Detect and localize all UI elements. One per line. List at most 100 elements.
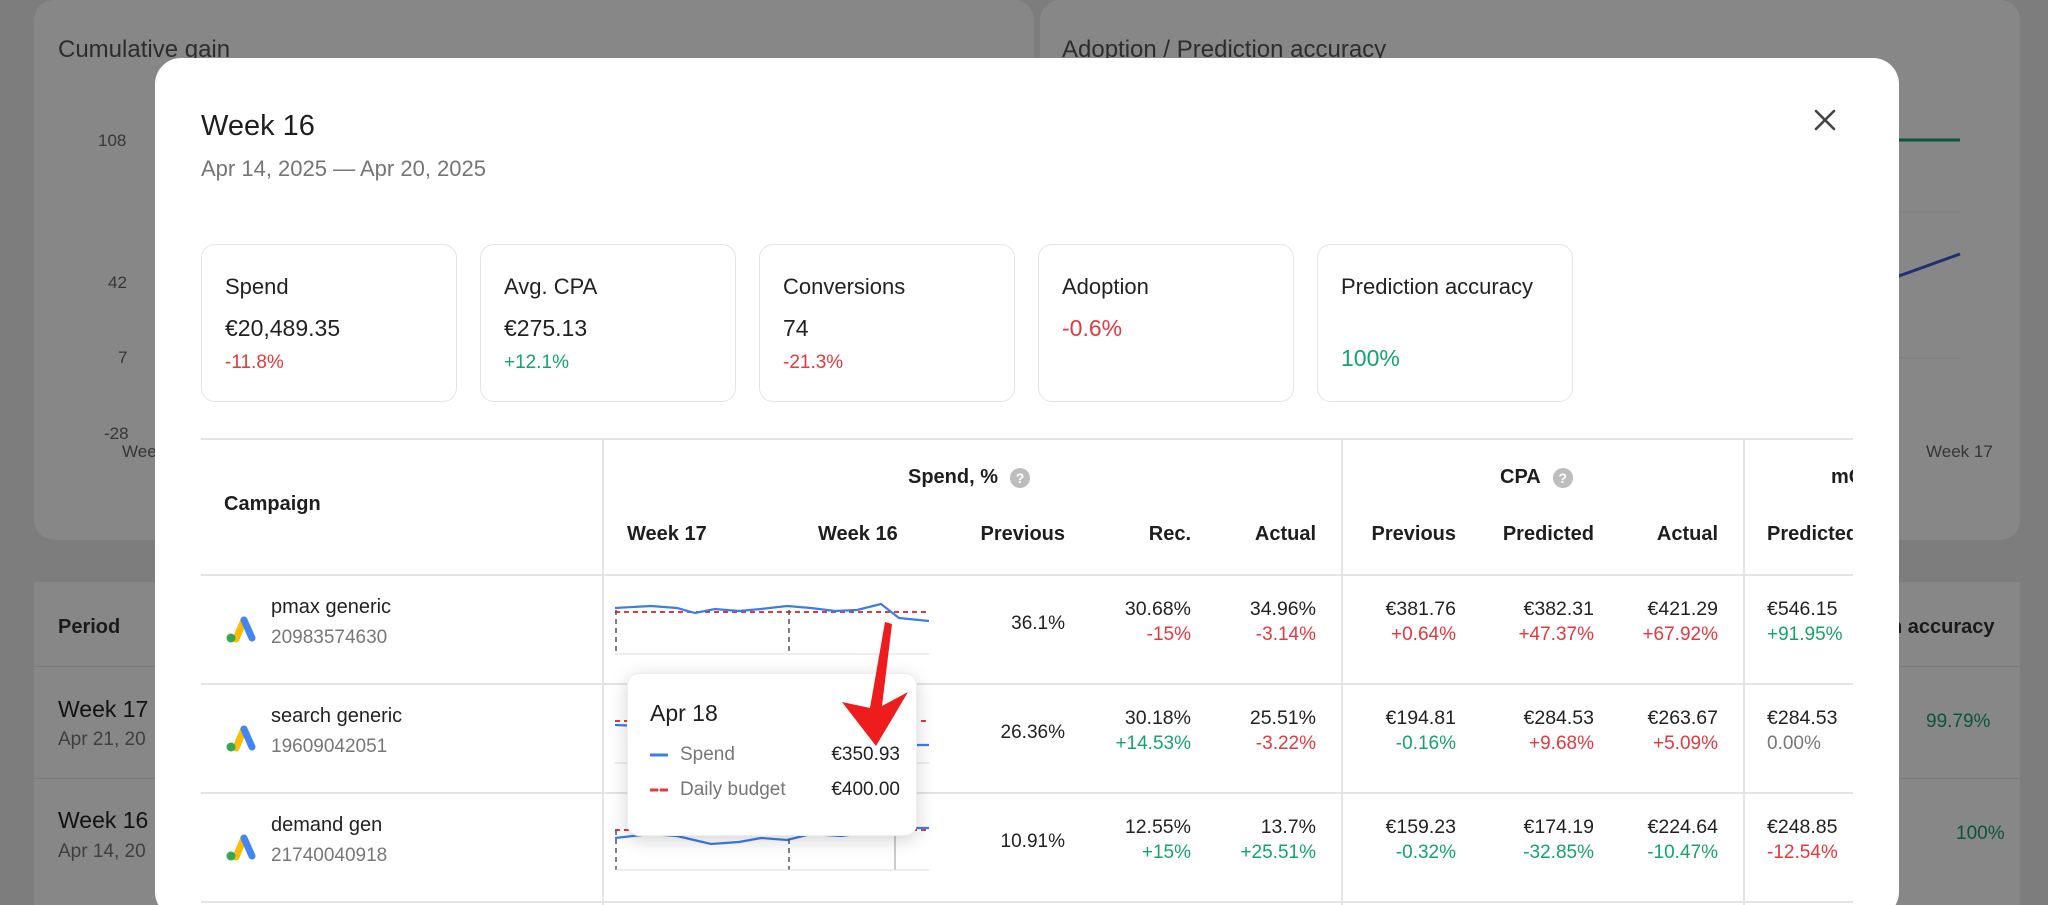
divider	[1743, 438, 1745, 905]
y-tick: 42	[108, 273, 127, 292]
cell-value: 12.55%	[1124, 816, 1191, 838]
cell-value: €174.19	[1523, 816, 1595, 838]
period-row-title[interactable]: Week 17	[58, 696, 149, 722]
cell-cpa-actual: €421.29 +67.92%	[1501, 596, 1718, 648]
tooltip-spend-value: €350.93	[831, 744, 900, 765]
kpi-value: €275.13	[504, 315, 588, 341]
accuracy-header: n accuracy	[1890, 616, 1995, 638]
header-week16[interactable]: Week 16	[818, 523, 898, 545]
header-third-group: mC	[1831, 466, 1853, 488]
cell-value: €284.53	[1767, 707, 1838, 729]
divider	[1341, 438, 1343, 905]
period-row-date: Apr 14, 20	[58, 841, 146, 862]
kpi-label: Spend	[225, 274, 289, 299]
kpi-card-avg-cpa: Avg. CPA €275.13 +12.1%	[480, 244, 736, 402]
budget-legend-swatch	[650, 788, 668, 792]
header-week17[interactable]: Week 17	[627, 523, 707, 545]
cell-third-predicted: €546.15 +91.95%	[1767, 596, 1843, 648]
period-row-date: Apr 21, 20	[58, 729, 146, 750]
x-tick: Week 17	[1926, 442, 1993, 461]
cell-third-predicted: €284.53 0.00%	[1767, 705, 1838, 757]
divider	[201, 574, 1853, 576]
campaign-id: 21740040918	[271, 845, 388, 866]
cell-delta: +5.09%	[1653, 733, 1718, 754]
help-icon[interactable]: ?	[1010, 467, 1031, 488]
header-cpa-group: CPA?	[1500, 466, 1573, 489]
sparkline-tooltip: Apr 18 Spend €350.93 Daily budget €400.0…	[627, 673, 917, 836]
campaign-table: Campaign Spend, %? CPA? mC Week 17 Week …	[201, 438, 1853, 905]
y-tick: 7	[118, 348, 128, 367]
kpi-change: +12.1%	[504, 352, 569, 373]
campaign-name[interactable]: demand gen	[271, 814, 383, 836]
kpi-change: -21.3%	[783, 352, 844, 373]
campaign-name[interactable]: search generic	[271, 705, 403, 727]
kpi-card-spend: Spend €20,489.35 -11.8%	[201, 244, 457, 402]
kpi-change: -11.8%	[225, 352, 284, 373]
header-cpa-label: CPA	[1500, 466, 1541, 488]
header-campaign[interactable]: Campaign	[224, 493, 321, 515]
header-cpa-previous[interactable]: Previous	[1371, 523, 1456, 545]
kpi-label: Avg. CPA	[504, 274, 598, 299]
cell-delta: +91.95%	[1767, 624, 1843, 645]
modal-title: Week 16	[201, 110, 315, 142]
cell-delta: 0.00%	[1767, 733, 1821, 754]
kpi-value: 100%	[1341, 345, 1400, 371]
header-spend-group: Spend, %?	[908, 466, 1031, 489]
week-detail-modal: Week 16 Apr 14, 2025 — Apr 20, 2025 Spen…	[155, 58, 1899, 905]
kpi-card-conversions: Conversions 74 -21.3%	[759, 244, 1015, 402]
google-ads-icon	[226, 616, 256, 643]
spend-sparkline	[614, 602, 930, 655]
cell-delta: -0.16%	[1395, 733, 1456, 754]
kpi-label: Prediction accuracy	[1341, 274, 1533, 299]
kpi-card-adoption: Adoption -0.6%	[1038, 244, 1294, 402]
cell-value: €546.15	[1767, 598, 1838, 620]
divider	[201, 792, 1853, 794]
divider	[201, 901, 1853, 903]
cell-value: €263.67	[1647, 707, 1719, 729]
tooltip-spend-label: Spend	[680, 744, 735, 765]
cell-delta: -12.54%	[1767, 842, 1838, 863]
cell-third-predicted: €248.85 -12.54%	[1767, 814, 1838, 866]
cell-delta: -0.32%	[1395, 842, 1456, 863]
kpi-card-prediction-accuracy: Prediction accuracy 100%	[1317, 244, 1573, 402]
kpi-value: €20,489.35	[225, 315, 341, 341]
close-icon[interactable]	[1809, 104, 1841, 136]
period-row-title[interactable]: Week 16	[58, 807, 149, 833]
cell-delta: +9.68%	[1529, 733, 1594, 754]
x-tick: Wee	[122, 442, 157, 461]
campaign-name[interactable]: pmax generic	[271, 596, 392, 618]
cell-value: €381.76	[1385, 598, 1457, 620]
cell-cpa-predicted: €284.53 +9.68%	[1401, 705, 1595, 757]
header-cpa-actual[interactable]: Actual	[1656, 523, 1718, 545]
cell-value: €248.85	[1767, 816, 1838, 838]
cell-delta: +14.53%	[1115, 733, 1191, 754]
tooltip-budget-label: Daily budget	[680, 779, 786, 800]
cell-delta: -15%	[1146, 624, 1191, 645]
cell-delta: +25.51%	[1240, 842, 1316, 863]
help-icon[interactable]: ?	[1552, 467, 1573, 488]
cell-delta: -32.85%	[1523, 842, 1594, 863]
cell-spend-rec: 30.68% -15%	[1001, 596, 1191, 648]
period-row-accuracy: 99.79%	[1926, 711, 1991, 732]
cell-spend-actual: 34.96% -3.14%	[1101, 596, 1316, 648]
header-third-predicted[interactable]: Predicted	[1767, 523, 1853, 545]
cell-value: 30.68%	[1124, 598, 1191, 620]
header-spend-previous[interactable]: Previous	[980, 523, 1065, 545]
cell-cpa-previous: €381.76 +0.64%	[1301, 596, 1457, 648]
divider	[602, 438, 604, 905]
period-header: Period	[58, 616, 121, 638]
cell-spend-actual: 25.51% -3.22%	[1101, 705, 1316, 757]
cell-cpa-predicted: €174.19 -32.85%	[1401, 814, 1594, 866]
cell-value: 13.7%	[1260, 816, 1316, 838]
tooltip-budget-value: €400.00	[831, 779, 900, 800]
header-cpa-predicted[interactable]: Predicted	[1502, 523, 1594, 545]
cell-value: €194.81	[1385, 707, 1457, 729]
kpi-value: -0.6%	[1062, 315, 1123, 341]
header-spend-rec[interactable]: Rec.	[1148, 523, 1191, 545]
cell-value: €159.23	[1385, 816, 1457, 838]
campaign-id: 19609042051	[271, 736, 388, 757]
google-ads-icon	[226, 725, 256, 752]
cell-spend-previous: 10.91%	[1000, 831, 1065, 852]
cell-cpa-previous: €159.23 -0.32%	[1301, 814, 1457, 866]
header-spend-actual[interactable]: Actual	[1254, 523, 1316, 545]
